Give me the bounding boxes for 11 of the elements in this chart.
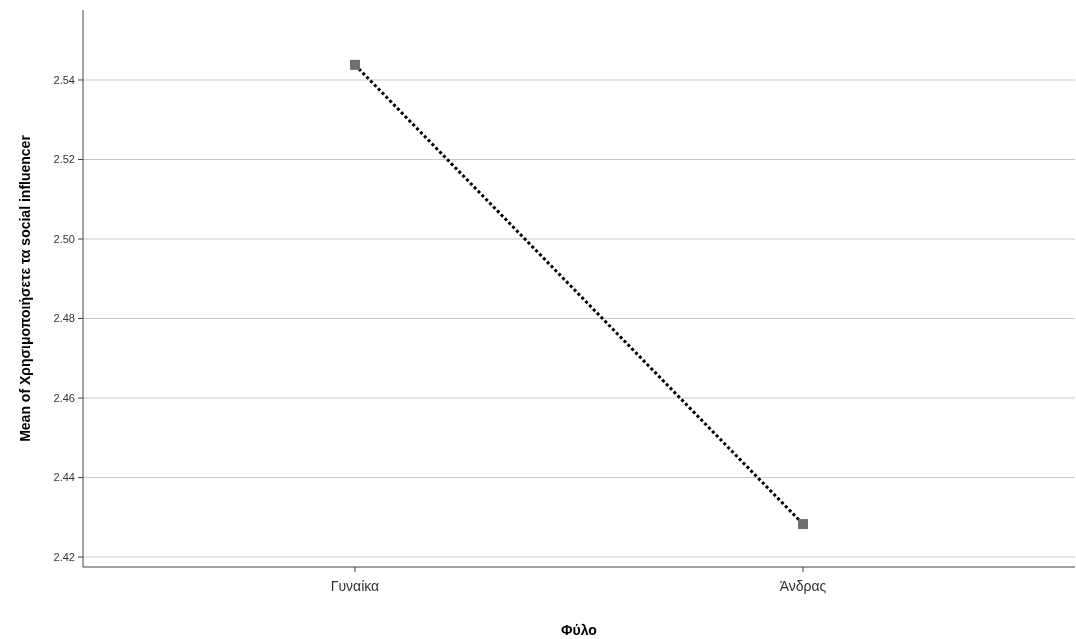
y-tick-label: 2.44 (53, 471, 75, 484)
y-tick-label: 2.52 (53, 153, 75, 166)
x-tick-label: Άνδρας (779, 578, 827, 594)
x-tick-label: Γυναίκα (330, 578, 380, 594)
x-axis-title: Φύλο (561, 622, 597, 638)
y-tick-label: 2.42 (53, 550, 75, 563)
y-tick-label: 2.50 (53, 232, 75, 245)
y-tick-label: 2.54 (53, 73, 75, 86)
y-tick-label: 2.46 (53, 391, 75, 404)
y-tick-label: 2.48 (53, 312, 75, 325)
y-axis-title: Mean of Χρησιμοποιήσετε τα social influencer (17, 134, 33, 442)
